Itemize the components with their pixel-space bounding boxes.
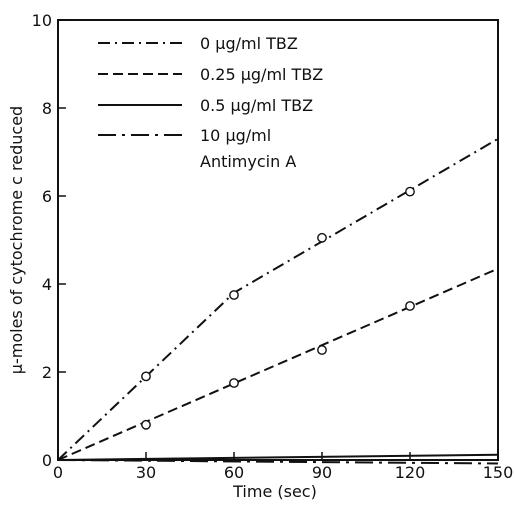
series-line-4 (57, 459, 499, 465)
y-tick-label: 2 (42, 363, 52, 382)
data-point (141, 419, 151, 430)
series-line-1 (57, 137, 499, 461)
x-tick-label: 150 (483, 463, 514, 482)
data-point (405, 186, 415, 197)
data-point (405, 301, 415, 311)
data-point (229, 378, 239, 388)
plot-border (57, 19, 499, 461)
data-point (141, 371, 151, 382)
legend-label-2: 0.25 μg/ml TBZ (200, 65, 323, 84)
axis-ticks: 0 30 60 90 120 150 0 2 4 6 8 10 (32, 11, 514, 482)
data-point (317, 232, 327, 243)
legend: 0 μg/ml TBZ 0.25 μg/ml TBZ 0.5 μg/ml TBZ 10… (98, 34, 323, 171)
x-axis-label: Time (sec) (232, 482, 317, 501)
x-tick-label: 0 (53, 463, 63, 482)
y-tick-label: 8 (42, 99, 52, 118)
series-line-2 (57, 267, 499, 461)
data-point (317, 345, 327, 355)
x-tick-label: 60 (224, 463, 244, 482)
y-tick-label: 0 (42, 451, 52, 470)
legend-label-3: 0.5 μg/ml TBZ (200, 96, 313, 115)
legend-label-1: 0 μg/ml TBZ (200, 34, 298, 53)
x-tick-label: 120 (395, 463, 426, 482)
data-point (229, 290, 239, 300)
y-tick-label: 4 (42, 275, 52, 294)
y-axis-label: μ-moles of cytochrome c reduced (7, 106, 26, 374)
legend-label-4: 10 μg/ml (200, 126, 271, 145)
series-group (57, 137, 499, 465)
x-tick-label: 30 (136, 463, 156, 482)
legend-label-4-line2: Antimycin A (200, 152, 296, 171)
y-tick-label: 10 (32, 11, 52, 30)
plot-frame (57, 19, 499, 461)
series-line-3 (57, 453, 499, 461)
x-tick-label: 90 (312, 463, 332, 482)
y-tick-label: 6 (42, 187, 52, 206)
